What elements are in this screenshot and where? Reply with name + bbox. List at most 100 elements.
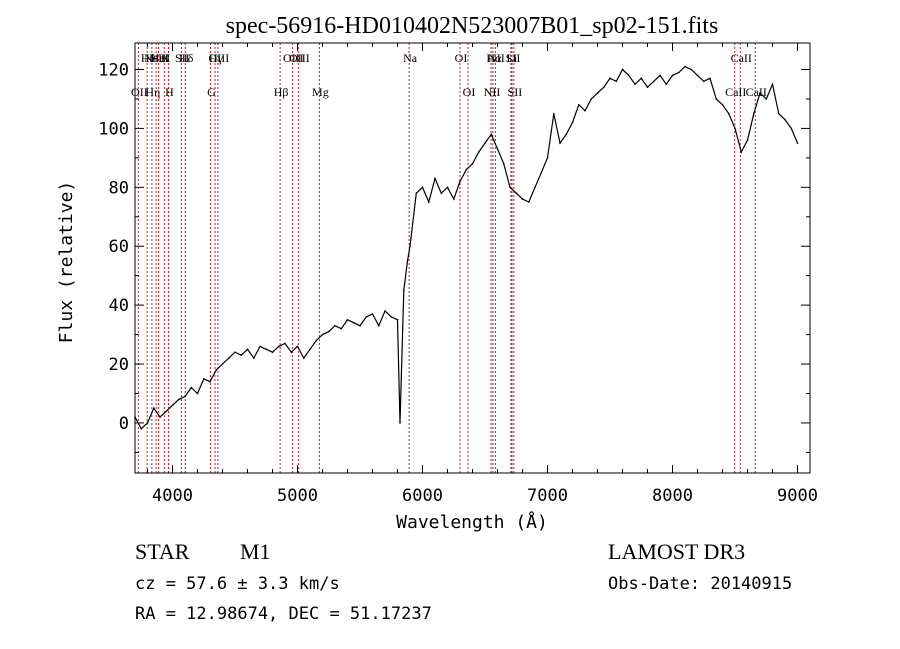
y-tick-label: 60: [109, 237, 129, 257]
spectrum-point: [165, 410, 168, 413]
spectral-line-label: SII: [508, 85, 523, 99]
y-axis-label: Flux (relative): [56, 181, 77, 344]
spectrum-point: [284, 342, 286, 345]
spectrum-point: [565, 133, 568, 136]
x-tick-label: 8000: [652, 486, 693, 506]
spectrum-point: [409, 245, 411, 247]
spectrum-point: [478, 151, 480, 153]
spectral-line-label: Hα: [486, 51, 502, 65]
spectrum-point: [771, 83, 774, 85]
spectrum-point: [640, 77, 643, 80]
spectrum-point: [571, 121, 574, 124]
spectral-line-label: CaII: [725, 85, 746, 99]
spectrum-point: [440, 192, 443, 194]
spectrum-point: [528, 201, 530, 203]
spectrum-point: [240, 354, 243, 357]
x-axis-label: Wavelength (Å): [396, 511, 548, 533]
spectral-line-label: OIII: [209, 51, 230, 65]
spectrum-point: [315, 339, 318, 342]
y-tick-label: 40: [109, 296, 129, 316]
spectrum-line: [134, 65, 799, 430]
spectrum-point: [215, 369, 218, 371]
x-tick-label: 5000: [277, 486, 318, 506]
survey-name: LAMOST DR3: [608, 539, 745, 564]
spectrum-point: [396, 319, 399, 321]
y-tick-label: 80: [109, 178, 129, 198]
spectrum-point: [671, 74, 674, 77]
spectrum-point: [378, 324, 380, 327]
chart-title: spec-56916-HD010402N523007B01_sp02-151.f…: [226, 13, 719, 39]
spectrum-point: [390, 316, 393, 318]
spectrum-point: [521, 198, 524, 200]
spectrum-point: [278, 345, 280, 348]
spectrum-point: [184, 395, 186, 398]
spectrum-point: [384, 310, 386, 312]
spectrum-point: [553, 112, 555, 115]
spectrum-point: [459, 180, 461, 183]
spectrum-point: [290, 351, 293, 354]
spectrum-point: [503, 163, 505, 165]
x-tick-label: 7000: [527, 486, 568, 506]
spectrum-point: [365, 316, 368, 318]
y-tick-label: 100: [98, 119, 129, 139]
spectrum-point: [453, 198, 455, 200]
object-subclass: M1: [240, 539, 271, 564]
spectral-line-label: Hγ: [209, 51, 224, 65]
spectral-line-label: Mg: [312, 85, 329, 99]
x-tick-label: 6000: [402, 486, 443, 506]
plot-frame: [134, 42, 811, 474]
spectral-line-label: NeIII: [144, 51, 170, 65]
spectrum-point: [621, 68, 624, 71]
spectrum-point: [734, 127, 736, 130]
spectrum-point: [490, 133, 493, 136]
spectrum-point: [603, 86, 605, 88]
spectrum-point: [234, 351, 236, 354]
spectrum-point: [471, 163, 474, 165]
x-tick-label: 4000: [152, 486, 193, 506]
spectrum-point: [399, 422, 401, 424]
emission-line-labels: OIIHθHηNeIIIHeIKHSIIHδGHγOIIIHβOIIIOIIIM…: [131, 51, 767, 99]
spectrum-point: [740, 151, 743, 153]
spectrum-point: [246, 348, 249, 351]
spectrum-point: [728, 112, 730, 115]
spectral-line-label: OI: [455, 51, 468, 65]
spectrum-point: [321, 333, 324, 336]
spectrum-point: [265, 348, 268, 351]
spectrum-point: [540, 171, 543, 174]
spectrum-point: [578, 104, 580, 106]
spectrum-point: [790, 127, 793, 130]
spectrum-point: [309, 348, 311, 351]
spectral-line-label: Li: [507, 51, 518, 65]
spectral-line-label: K: [161, 51, 170, 65]
spectrum-point: [678, 71, 680, 74]
spectrum-point: [303, 357, 305, 359]
spectrum-point: [146, 422, 149, 424]
spectrum-point: [534, 186, 536, 189]
spectrum-point: [496, 148, 499, 150]
spectrum-point: [434, 177, 436, 180]
spectral-line-label: OI: [463, 85, 476, 99]
spectrum-point: [559, 142, 561, 144]
spectrum-point: [596, 92, 599, 94]
spectrum-point: [253, 357, 255, 359]
spectrum-point: [428, 201, 430, 203]
spectrum-point: [721, 104, 724, 106]
spectrum-point: [546, 157, 549, 159]
spectrum-point: [271, 351, 274, 354]
spectrum-point: [328, 330, 330, 333]
spectrum-point: [646, 86, 649, 88]
x-axis: 4000 5000 6000 7000 8000 9000: [147, 43, 818, 506]
spectrum-point: [684, 65, 686, 68]
spectral-line-label: OIII: [283, 51, 304, 65]
spectral-line-label: SII: [175, 51, 190, 65]
spectrum-point: [203, 378, 205, 380]
x-tick-label: 9000: [777, 486, 818, 506]
spectrum-point: [403, 289, 405, 292]
spectrum-point: [609, 77, 611, 80]
y-tick-label: 120: [98, 61, 129, 81]
y-axis: 0 20 40 60 80 100 120: [98, 61, 810, 453]
spectrum-point: [415, 192, 418, 194]
spectrum-point: [346, 319, 349, 321]
spectrum-point: [359, 324, 361, 327]
